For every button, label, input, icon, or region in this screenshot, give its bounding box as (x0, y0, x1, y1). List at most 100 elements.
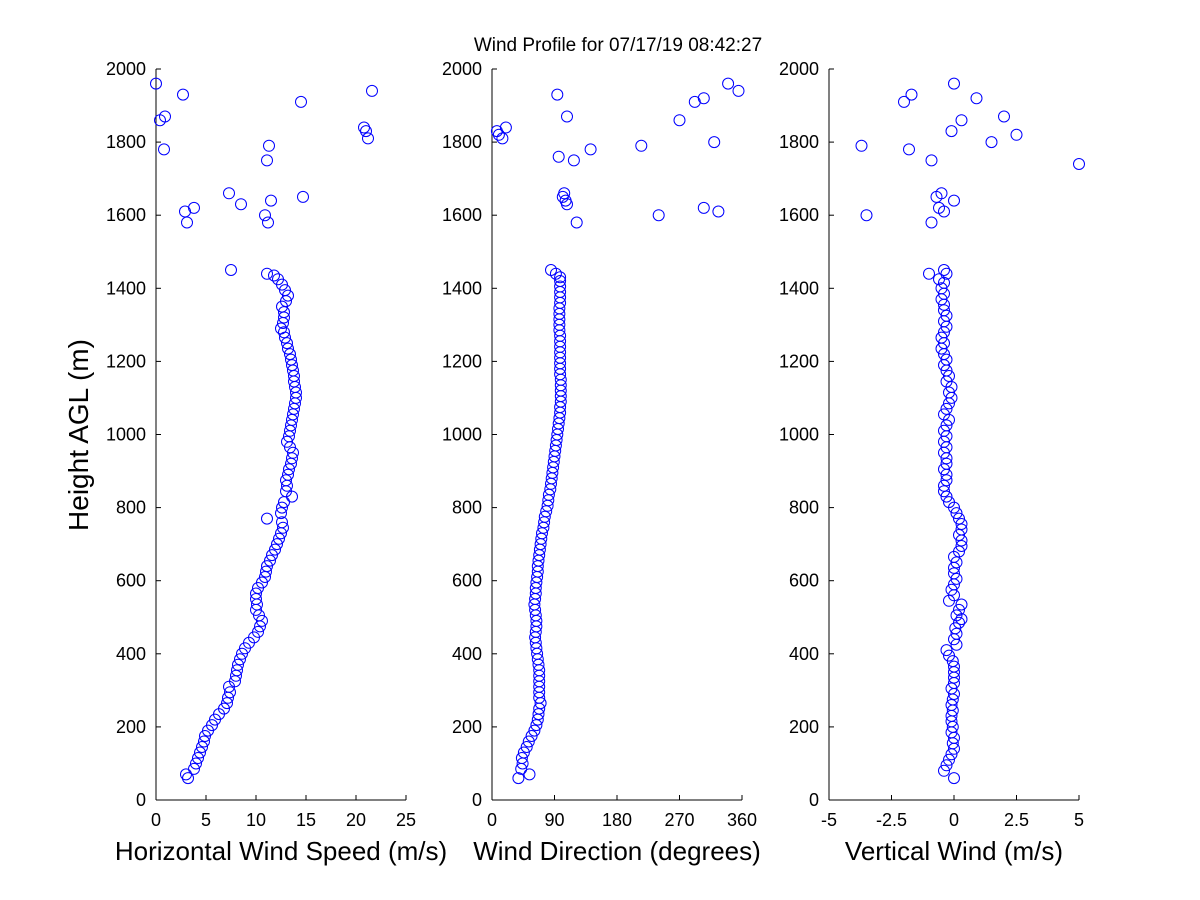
data-point (188, 762, 200, 775)
data-point (970, 92, 983, 105)
y-tick-label: 1400 (779, 278, 819, 298)
data-point (938, 424, 950, 437)
data-point (948, 77, 960, 90)
data-point (261, 560, 273, 573)
data-point (188, 201, 200, 214)
data-point (271, 538, 283, 551)
figure-title: Wind Profile for 07/17/19 08:42:27 (474, 35, 762, 56)
data-point (277, 521, 289, 534)
x-tick-label: 0 (151, 810, 161, 830)
data-point (940, 353, 953, 366)
data-point (925, 216, 938, 229)
y-tick-label: 1200 (779, 351, 819, 371)
data-point (552, 150, 565, 163)
data-point (177, 88, 189, 101)
x-tick-label: 0 (487, 810, 497, 830)
data-point (722, 77, 735, 90)
y-tick-label: 400 (789, 644, 819, 664)
data-point (268, 269, 280, 282)
data-point (955, 598, 968, 611)
y-tick-label: 2000 (442, 59, 482, 79)
y-tick-label: 1800 (106, 132, 146, 152)
data-point (224, 686, 236, 699)
data-point (938, 479, 950, 492)
data-point (262, 216, 274, 229)
data-point (1073, 158, 1085, 170)
data-point (512, 772, 525, 785)
x-axis-label: Horizontal Wind Speed (m/s) (115, 836, 447, 866)
x-tick-label: 2.5 (1004, 810, 1029, 830)
data-point (948, 772, 960, 785)
data-point (198, 735, 210, 748)
y-tick-label: 1600 (106, 205, 146, 225)
y-tick-label: 1200 (442, 351, 482, 371)
data-point (261, 154, 273, 167)
data-point (905, 88, 918, 101)
data-point (190, 757, 202, 770)
data-point (953, 545, 965, 558)
data-point (652, 209, 665, 222)
y-tick-label: 1800 (779, 132, 819, 152)
data-point (635, 139, 648, 152)
y-tick-label: 1200 (106, 351, 146, 371)
data-point (943, 496, 955, 509)
data-point (732, 84, 745, 97)
data-point (935, 282, 948, 295)
data-point (282, 342, 294, 355)
data-point (287, 446, 299, 459)
data-point (948, 567, 960, 580)
y-tick-label: 0 (472, 790, 482, 810)
y-tick-label: 800 (452, 498, 482, 518)
data-point (281, 337, 293, 350)
data-point (953, 603, 965, 616)
data-point (265, 194, 277, 207)
data-point (284, 348, 296, 361)
data-point (259, 209, 271, 222)
data-point (570, 216, 583, 229)
data-point (554, 271, 567, 284)
data-point (263, 139, 275, 152)
y-tick-label: 200 (116, 717, 146, 737)
y-tick-label: 2000 (779, 59, 819, 79)
x-tick-label: 5 (201, 810, 211, 830)
data-point (948, 660, 960, 673)
y-tick-label: 0 (136, 790, 146, 810)
data-point (943, 649, 955, 662)
data-point (903, 143, 915, 156)
horizontal-wind-speed-panel: 0 200 400 600 800 1000 1200 1400 1600 1800 2000 0 5 1… (106, 59, 447, 866)
y-tick-label: 1400 (106, 278, 146, 298)
x-tick-label: 270 (664, 810, 694, 830)
wind-direction-panel: 0 200 400 600 800 1000 1200 1400 1600 1800 2000 0 90… (442, 59, 761, 866)
data-point (196, 741, 208, 753)
y-tick-label: 1600 (442, 205, 482, 225)
data-point (953, 529, 965, 541)
data-point (282, 289, 294, 302)
data-point (955, 114, 968, 127)
data-point (940, 759, 953, 772)
data-point (945, 583, 958, 596)
data-point (855, 139, 868, 152)
y-tick-label: 1800 (442, 132, 482, 152)
x-tick-label: -5 (821, 810, 837, 830)
data-point (938, 485, 950, 498)
data-point (925, 154, 938, 167)
data-point (935, 187, 948, 200)
data-point (940, 419, 953, 432)
data-point (538, 510, 551, 523)
data-point (697, 92, 710, 105)
data-point (499, 121, 512, 134)
data-point (250, 587, 262, 600)
data-point (945, 125, 958, 138)
data-point (360, 125, 372, 138)
data-point (517, 746, 530, 759)
data-point (192, 752, 204, 764)
y-tick-label: 1000 (106, 425, 146, 445)
data-point (525, 730, 538, 742)
data-point (260, 565, 272, 578)
data-point (953, 512, 965, 525)
data-point (898, 95, 910, 108)
data-point (236, 647, 248, 660)
x-axis-label: Wind Direction (degrees) (473, 836, 761, 866)
y-tick-label: 1600 (779, 205, 819, 225)
